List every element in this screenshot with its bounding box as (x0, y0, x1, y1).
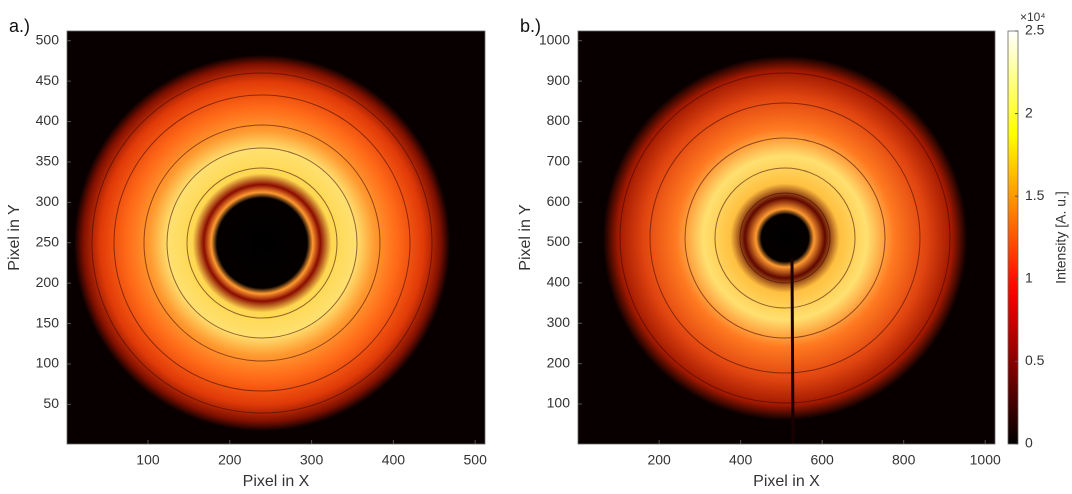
y-tick-label: 1000 (539, 31, 570, 47)
colorbar-tick-label: 2 (1025, 104, 1033, 120)
colorbar-tick-label: 0.5 (1025, 352, 1045, 368)
axes-box (577, 30, 996, 445)
colorbar-tick-label: 1 (1025, 270, 1033, 286)
x-tick-label: 800 (892, 452, 916, 468)
x-tick-label: 100 (136, 452, 160, 468)
x-tick-label: 600 (810, 452, 834, 468)
y-tick-label: 300 (36, 193, 60, 209)
y-tick-label: 200 (547, 354, 571, 370)
colorbar-offset-label: ×10⁴ (1020, 10, 1046, 24)
y-tick-label: 50 (43, 395, 59, 411)
x-tick-label: 400 (382, 452, 406, 468)
y-tick-label: 100 (36, 355, 60, 371)
y-tick-label: 150 (36, 314, 60, 330)
y-tick-label: 800 (547, 112, 571, 128)
x-axis-label: Pixel in X (243, 473, 310, 490)
y-tick-label: 350 (36, 153, 60, 169)
x-tick-label: 300 (300, 452, 324, 468)
y-tick-label: 100 (547, 395, 571, 411)
y-tick-label: 450 (36, 72, 60, 88)
panel-label: a.) (9, 16, 30, 36)
x-tick-label: 200 (647, 452, 671, 468)
y-axis-label: Pixel in Y (6, 204, 23, 271)
x-tick-label: 500 (464, 452, 488, 468)
x-tick-label: 1000 (970, 452, 1001, 468)
panel-label: b.) (520, 16, 541, 36)
y-tick-label: 700 (547, 153, 571, 169)
colorbar-tick-label: 2.5 (1025, 22, 1045, 38)
y-tick-label: 300 (547, 314, 571, 330)
y-tick-label: 200 (36, 274, 60, 290)
heatmap-image-b (578, 31, 995, 445)
x-axis-label: Pixel in X (753, 473, 820, 490)
x-tick-label: 400 (729, 452, 753, 468)
y-tick-label: 400 (36, 112, 60, 128)
y-tick-label: 600 (547, 193, 571, 209)
heatmap-image-a (67, 31, 485, 444)
y-tick-label: 250 (36, 233, 60, 249)
colorbar-label: Intensity [A. u.] (1053, 191, 1069, 284)
colorbar-tick-label: 0 (1025, 435, 1033, 451)
y-tick-label: 900 (547, 72, 571, 88)
axes-box (66, 30, 486, 445)
colorbar-tick-label: 1.5 (1025, 187, 1045, 203)
x-tick-label: 200 (218, 452, 242, 468)
y-tick-label: 500 (547, 233, 571, 249)
y-tick-label: 400 (547, 274, 571, 290)
y-tick-label: 500 (36, 31, 60, 47)
y-axis-label: Pixel in Y (517, 204, 534, 271)
colorbar (1007, 30, 1019, 445)
